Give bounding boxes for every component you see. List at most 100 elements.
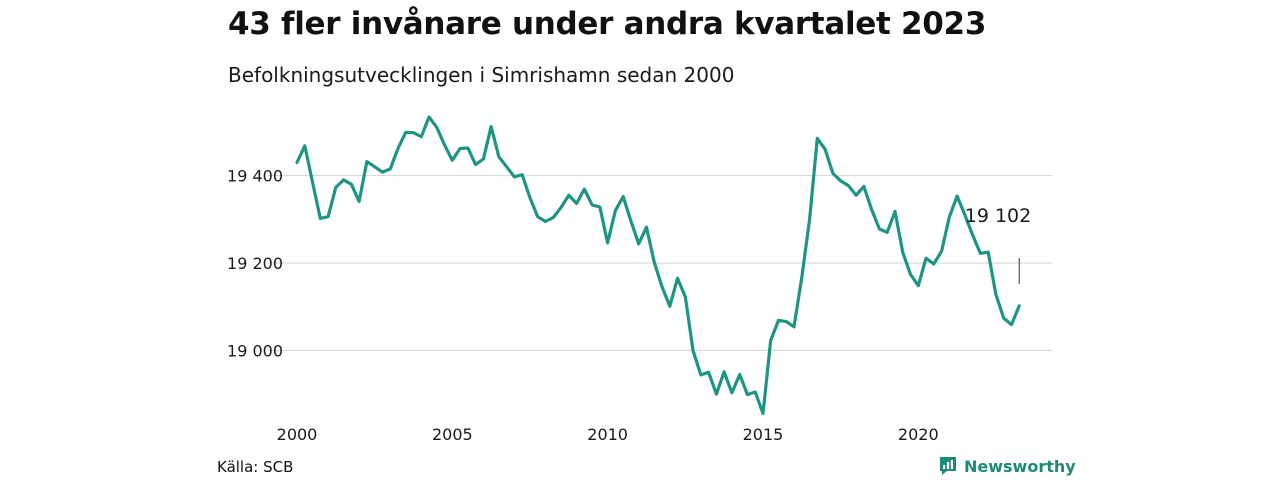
x-tick-label: 2015 (743, 425, 784, 444)
data-point (790, 323, 798, 331)
brand-name: Newsworthy (964, 456, 1076, 476)
data-point (309, 178, 317, 186)
data-point (409, 129, 417, 137)
data-point (526, 194, 534, 202)
data-point (549, 214, 557, 222)
end-value-label: 19 102 (965, 205, 1031, 227)
data-point (642, 223, 650, 231)
data-point (697, 371, 705, 379)
data-point (542, 217, 550, 225)
data-point (316, 214, 324, 222)
y-tick-label: 19 400 (227, 167, 283, 186)
data-point (604, 239, 612, 247)
data-point (479, 155, 487, 163)
data-point (728, 389, 736, 397)
data-point (743, 391, 751, 399)
data-point (976, 249, 984, 257)
data-point (448, 156, 456, 164)
data-point (782, 318, 790, 326)
data-point (472, 161, 480, 169)
data-point (293, 158, 301, 166)
data-point (883, 228, 891, 236)
data-point (860, 183, 868, 191)
gridlines (268, 174, 1052, 352)
data-point (425, 113, 433, 121)
data-point (596, 203, 604, 211)
data-point (650, 258, 658, 266)
data-point (844, 182, 852, 190)
data-point (868, 206, 876, 214)
data-point (386, 165, 394, 173)
data-point (852, 191, 860, 199)
data-point (767, 336, 775, 344)
data-point (464, 144, 472, 152)
data-point (774, 316, 782, 324)
chart-subtitle: Befolkningsutvecklingen i Simrishamn sed… (228, 63, 735, 87)
data-point (907, 270, 915, 278)
data-point (573, 200, 581, 208)
data-point (798, 273, 806, 281)
series-line (295, 115, 1021, 415)
chart-title: 43 fler invånare under andra kvartalet 2… (228, 6, 987, 42)
x-tick-label: 2000 (277, 425, 318, 444)
data-point (635, 240, 643, 248)
data-point (518, 171, 526, 179)
x-tick-label: 2005 (432, 425, 473, 444)
data-point (332, 183, 340, 191)
data-point (495, 153, 503, 161)
data-point (813, 134, 821, 142)
data-point (441, 141, 449, 149)
data-point (503, 163, 511, 171)
data-point (930, 260, 938, 268)
data-point (837, 177, 845, 185)
data-point (922, 254, 930, 262)
data-point (1015, 302, 1023, 310)
data-point (611, 207, 619, 215)
data-point (720, 368, 728, 376)
data-point (417, 133, 425, 141)
brand-logo: Newsworthy (938, 456, 1076, 476)
data-point (821, 145, 829, 153)
data-point (674, 274, 682, 282)
end-annotation: 19 102 (965, 205, 1031, 284)
data-point (394, 144, 402, 152)
data-point (347, 180, 355, 188)
y-axis-ticks: 19 000 19 200 19 400 (227, 167, 283, 361)
data-point (829, 169, 837, 177)
data-point (355, 197, 363, 205)
data-point (363, 158, 371, 166)
data-point (588, 201, 596, 209)
y-tick-label: 19 200 (227, 254, 283, 273)
data-point (658, 283, 666, 291)
data-point (984, 248, 992, 256)
data-point (666, 302, 674, 310)
data-point (340, 176, 348, 184)
data-point (945, 213, 953, 221)
data-point (433, 123, 441, 131)
data-point (378, 168, 386, 176)
data-point (992, 290, 1000, 298)
data-point (324, 213, 332, 221)
series-marks (293, 113, 1023, 417)
data-point (627, 217, 635, 225)
newsworthy-logo-icon (940, 457, 956, 475)
data-point (301, 142, 309, 150)
data-point (751, 388, 759, 396)
data-point (689, 347, 697, 355)
x-axis-ticks: 2000 2005 2010 2015 2020 (277, 425, 939, 444)
data-point (487, 123, 495, 131)
data-point (938, 247, 946, 255)
data-point (759, 409, 767, 417)
data-point (371, 163, 379, 171)
data-point (580, 185, 588, 193)
data-point (712, 390, 720, 398)
data-point (557, 203, 565, 211)
x-tick-label: 2020 (898, 425, 939, 444)
data-point (899, 248, 907, 256)
data-point (565, 191, 573, 199)
data-point (736, 370, 744, 378)
data-point (510, 173, 518, 181)
data-point (681, 293, 689, 301)
data-point (969, 231, 977, 239)
